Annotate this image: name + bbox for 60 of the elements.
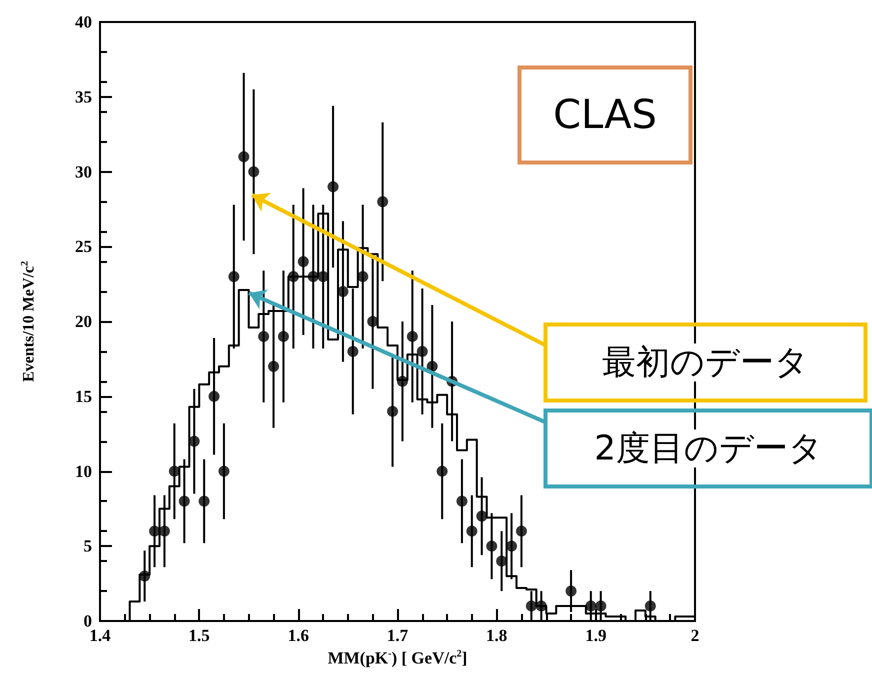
point (258, 330, 270, 342)
y-tick-label: 25 (75, 237, 92, 256)
point (476, 510, 488, 522)
point (208, 390, 220, 402)
point (278, 330, 289, 342)
point (536, 600, 547, 612)
y-tick-label: 10 (75, 462, 92, 481)
x-tick-label: 2 (690, 626, 700, 645)
point (496, 556, 508, 567)
point (308, 271, 319, 282)
point (357, 271, 368, 282)
point (506, 540, 518, 552)
point (218, 466, 230, 477)
point (486, 540, 498, 552)
x-tick-label: 1.9 (585, 626, 606, 645)
y-tick-label: 40 (75, 12, 92, 32)
y-tick-label: 35 (75, 87, 92, 106)
y-tick-label: 0 (84, 612, 92, 630)
point (228, 271, 240, 282)
point (268, 360, 280, 372)
point (367, 316, 378, 327)
point (377, 196, 388, 208)
point (198, 496, 210, 507)
point (526, 600, 537, 612)
point (416, 346, 428, 357)
x-tick-label: 1.8 (486, 626, 508, 645)
point (318, 271, 329, 282)
annotation: 2度目のデータ (594, 428, 823, 468)
point (387, 406, 398, 417)
point (585, 600, 596, 612)
point (248, 166, 260, 178)
annotation: 最初のデータ (602, 342, 809, 382)
annotation: CLAS (553, 92, 657, 138)
point (328, 181, 339, 192)
point (238, 151, 250, 162)
point (298, 256, 309, 268)
y-tick-label: 20 (75, 312, 92, 331)
x-tick-label: 1.4 (89, 626, 112, 645)
point (168, 466, 180, 477)
point (436, 466, 448, 477)
x-tick-label: 1.7 (386, 626, 409, 645)
x-tick-label: 1.5 (188, 626, 210, 645)
point (466, 526, 478, 537)
point (456, 496, 468, 507)
y-tick-label: 5 (84, 536, 92, 556)
point (188, 436, 200, 447)
y-axis-title: Events/10 MeV/c2 (20, 261, 38, 382)
point (178, 496, 190, 507)
point (139, 570, 150, 582)
x-tick-label: 1.6 (288, 626, 309, 645)
point (644, 600, 656, 612)
point (406, 330, 418, 342)
point (595, 600, 606, 612)
point (288, 271, 299, 282)
point (396, 376, 408, 387)
y-tick-label: 30 (75, 162, 92, 182)
point (347, 346, 358, 357)
point (566, 586, 577, 597)
point (516, 526, 527, 537)
y-tick-label: 15 (75, 386, 92, 406)
